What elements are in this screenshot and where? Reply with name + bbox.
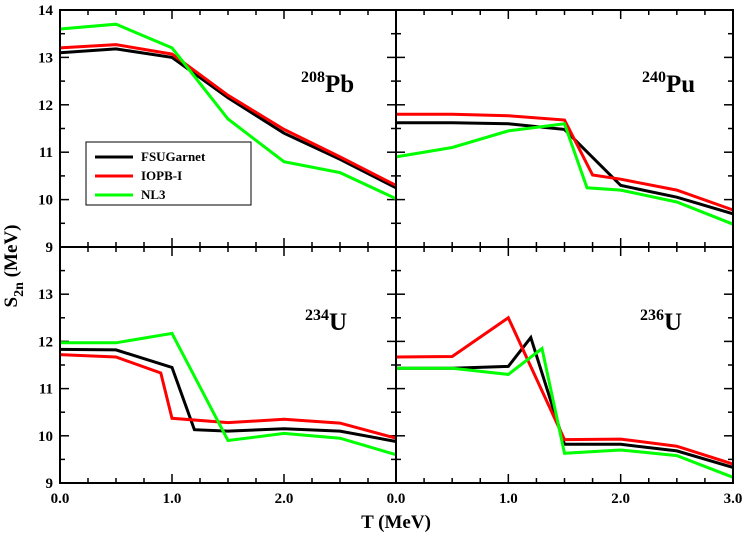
x-tick-label: 2.0: [275, 491, 294, 507]
y-tick-label: 14: [38, 3, 54, 19]
y-tick-label: 13: [38, 50, 53, 66]
series-line-nl3-pb208: [59, 22, 397, 201]
x-axis-label: T (MeV): [361, 512, 431, 533]
series-line-nl3-u234: [60, 331, 397, 457]
series-line-iopb-i-pu240: [396, 112, 734, 212]
series-line-nl3-pu240: [395, 122, 734, 226]
series-line-iopb-i-u234: [59, 353, 397, 440]
panel-frame-u234: [59, 246, 397, 484]
y-tick-label: 10: [38, 193, 53, 209]
y-tick-label: 12: [38, 98, 53, 114]
series-line-nl3-u236: [396, 345, 734, 479]
panel-frame-u236: [395, 246, 734, 484]
legend-label-iopb-i: IOPB-I: [141, 168, 182, 183]
y-tick-label: 11: [39, 145, 53, 161]
x-tick-label: 0.0: [51, 491, 70, 507]
legend: FSUGarnet IOPB-I NL3: [85, 141, 252, 206]
y-tick-label: 9: [46, 240, 54, 256]
series-line-iopb-i-pb208: [59, 43, 397, 187]
legend-label-nl3: NL3: [141, 187, 166, 202]
series-line-fsugarnet-pu240: [396, 121, 734, 216]
nucleus-label-u234: 234U: [305, 307, 347, 336]
frames-layer: [59, 9, 734, 484]
x-tick-label: 0.0: [387, 491, 406, 507]
x-tick-label: 1.0: [499, 491, 518, 507]
y-tick-label: 12: [38, 334, 53, 350]
y-tick-label: 10: [38, 429, 53, 445]
series-layer: [59, 22, 734, 479]
y-tick-label: 9: [46, 476, 54, 492]
x-tick-label: 1.0: [163, 491, 182, 507]
nucleus-label-pb208: 208Pb: [301, 69, 354, 98]
legend-label-fsugarnet: FSUGarnet: [141, 149, 206, 164]
nucleus-label-pu240: 240Pu: [642, 69, 695, 98]
series-line-fsugarnet-pb208: [59, 47, 397, 190]
y-tick-label: 13: [38, 287, 53, 303]
x-tick-label: 3.0: [724, 491, 743, 507]
x-tick-label: 2.0: [611, 491, 630, 507]
series-line-iopb-i-u236: [395, 315, 734, 466]
series-line-fsugarnet-u234: [59, 347, 397, 443]
y-axis-label: S2n (MeV): [1, 225, 27, 308]
nucleus-label-u236: 236U: [640, 307, 682, 336]
y-tick-label: 11: [39, 382, 53, 398]
